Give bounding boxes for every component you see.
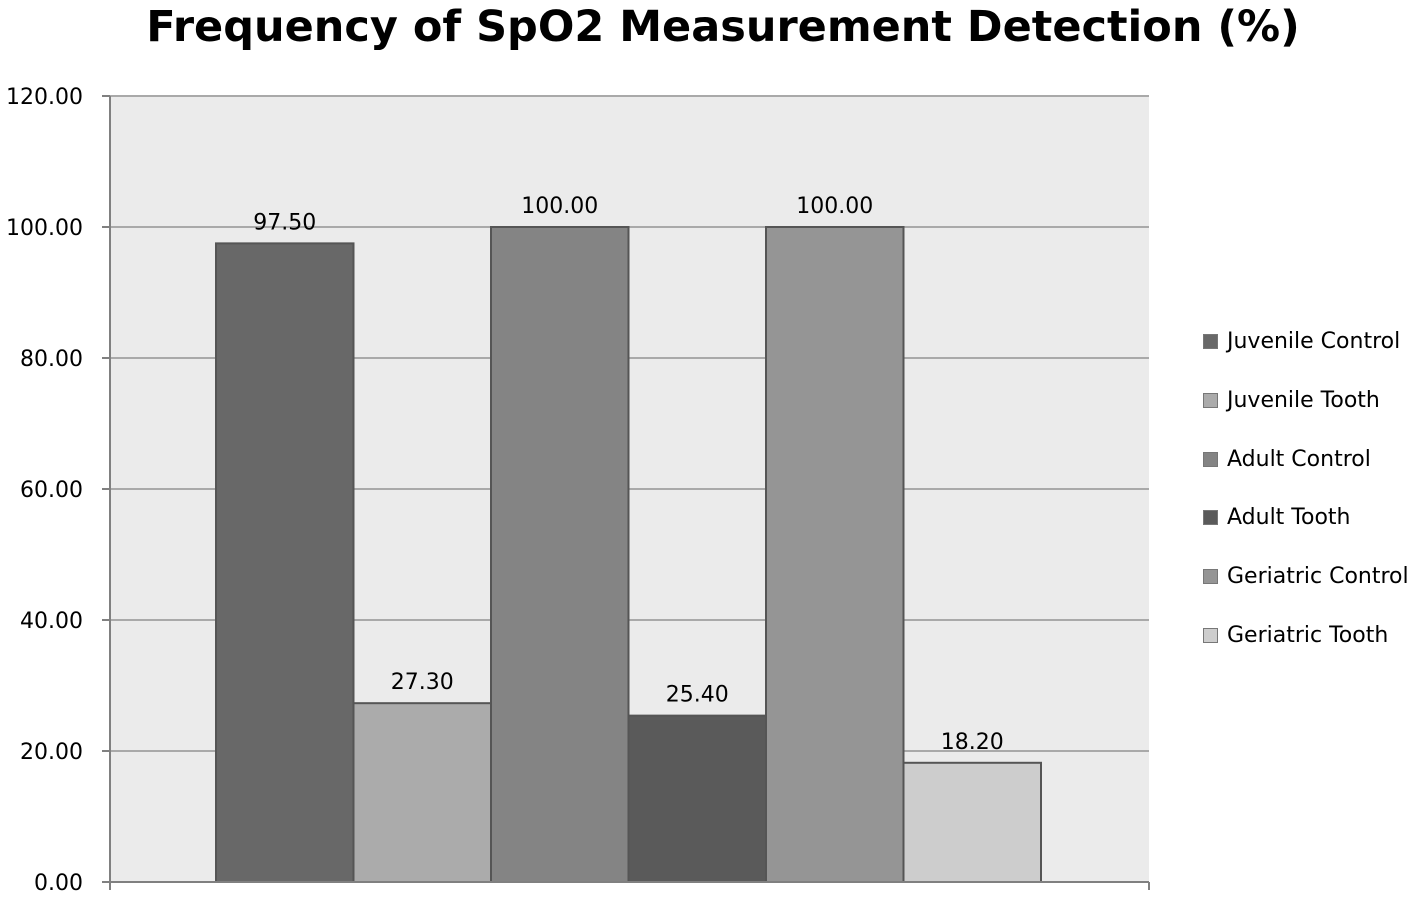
bar xyxy=(352,702,492,883)
legend-label: Adult Tooth xyxy=(1227,505,1351,531)
data-label: 27.30 xyxy=(391,670,454,695)
y-tick-label: 80.00 xyxy=(20,347,83,372)
legend-swatch xyxy=(1203,334,1218,349)
y-tick-label: 40.00 xyxy=(20,609,83,634)
y-tick-label: 60.00 xyxy=(20,478,83,503)
legend-swatch xyxy=(1203,628,1218,643)
bar-chart: 0.00 20.00 40.00 60.00 80.00 100.00 120.00 97.5… xyxy=(6,85,1150,896)
chart-title: Frequency of SpO2 Measurement Detection … xyxy=(146,2,1300,52)
legend-swatch xyxy=(1203,392,1218,408)
data-label: 97.50 xyxy=(253,210,316,235)
bar xyxy=(490,226,630,883)
data-label: 100.00 xyxy=(796,194,873,219)
bar xyxy=(627,714,767,883)
y-tick-label: 20.00 xyxy=(20,740,83,765)
legend-label: Geriatric Tooth xyxy=(1227,623,1389,648)
bar xyxy=(902,761,1042,883)
legend-swatch xyxy=(1203,451,1218,467)
legend-label: Geriatric Control xyxy=(1227,564,1409,590)
legend-swatch xyxy=(1203,510,1218,526)
data-label: 18.20 xyxy=(941,730,1004,755)
y-tick-label: 120.00 xyxy=(6,85,83,110)
data-label: 25.40 xyxy=(666,683,729,708)
legend-label: Adult Control xyxy=(1227,446,1371,472)
legend-label: Juvenile Tooth xyxy=(1227,387,1380,413)
y-tick-label: 100.00 xyxy=(6,216,83,241)
bar xyxy=(765,226,905,883)
bar xyxy=(215,242,355,883)
legend-swatch xyxy=(1203,569,1218,585)
y-tick-label: 0.00 xyxy=(34,871,83,896)
data-label: 100.00 xyxy=(521,194,598,219)
legend-label: Juvenile Control xyxy=(1227,329,1401,354)
